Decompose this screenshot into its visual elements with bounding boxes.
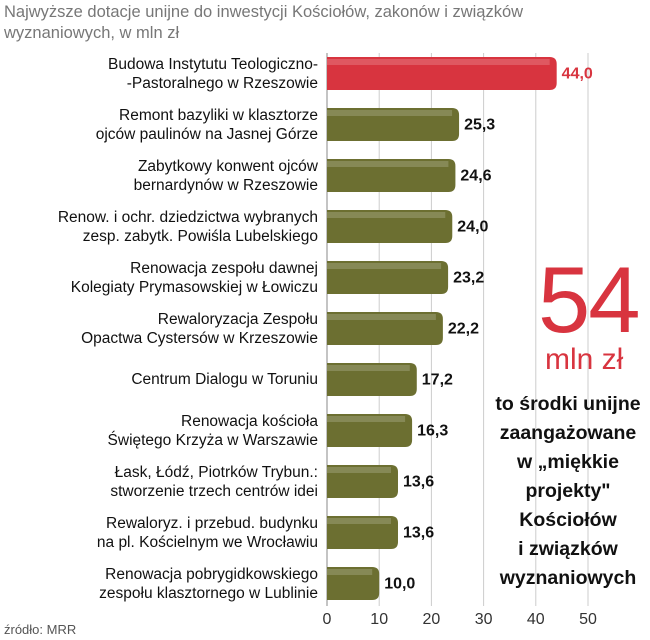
annotation-number: 54: [538, 247, 641, 352]
value-label: 44,0: [562, 66, 593, 83]
category-label: Renowacja zespołu dawnej Kolegiaty Pryma…: [70, 259, 318, 296]
bar: [327, 465, 398, 498]
bar: [327, 414, 413, 447]
category-label: Łask, Łódź, Piotrków Trybun.: stworzenie…: [110, 463, 318, 500]
value-label: 24,6: [460, 168, 491, 185]
category-label: Rewaloryzacja Zespołu Opactwa Cystersów …: [81, 310, 318, 347]
value-label: 25,3: [464, 117, 495, 134]
annotation-text: to środki unijne zaangażowane w „miękkie…: [495, 393, 641, 589]
category-label: Budowa Instytutu Teologiczno- -Pastoraln…: [108, 55, 318, 92]
bar-shine: [327, 314, 436, 320]
category-label: Centrum Dialogu w Toruniu: [131, 371, 318, 388]
x-tick-label: 30: [475, 611, 493, 628]
bar: [327, 312, 443, 345]
value-label: 16,3: [417, 423, 448, 440]
annotation-unit: mln zł: [545, 343, 624, 376]
category-label: Zabytkowy konwent ojców bernardynów w Rz…: [133, 157, 318, 194]
bar-shine: [327, 263, 442, 269]
x-tick-label: 10: [370, 611, 388, 628]
value-label: 13,6: [403, 474, 434, 491]
category-label: Renowacja kościoła Świętego Krzyża w War…: [107, 412, 318, 449]
bar-shine: [327, 59, 550, 65]
bar-shine: [327, 518, 391, 524]
category-label: Remont bazyliki w klasztorze ojców pauli…: [95, 106, 318, 143]
bar: [327, 108, 460, 141]
chart-title: Najwyższe dotacje unijne do inwestycji K…: [4, 3, 524, 42]
source: źródło: MRR: [4, 622, 77, 637]
bar-shine: [327, 569, 373, 575]
value-label: 17,2: [422, 372, 453, 389]
bar: [327, 159, 456, 192]
bar: [327, 57, 557, 90]
value-label: 24,0: [457, 219, 488, 236]
x-tick-label: 40: [527, 611, 545, 628]
bar-shine: [327, 161, 449, 167]
bar: [327, 261, 449, 294]
category-label: Renow. i ochr. dziedzictwa wybranych zes…: [57, 208, 318, 245]
value-label: 23,2: [453, 270, 484, 287]
category-label: Rewaloryz. i przebud. budynku na pl. Koś…: [96, 514, 318, 551]
value-label: 13,6: [403, 525, 434, 542]
bar-shine: [327, 110, 453, 116]
value-label: 22,2: [448, 321, 479, 338]
bar: [327, 210, 453, 243]
bar: [327, 363, 417, 396]
bar-shine: [327, 365, 410, 371]
x-tick-label: 20: [423, 611, 441, 628]
bar-shine: [327, 212, 446, 218]
x-tick-label: 50: [579, 611, 597, 628]
value-label: 10,0: [384, 576, 415, 593]
category-label: Renowacja pobrygidkowskiego zespołu klas…: [99, 565, 318, 602]
bar-shine: [327, 416, 406, 422]
bar: [327, 567, 380, 600]
bar: [327, 516, 398, 549]
bar-shine: [327, 467, 391, 473]
x-tick-label: 0: [323, 611, 332, 628]
